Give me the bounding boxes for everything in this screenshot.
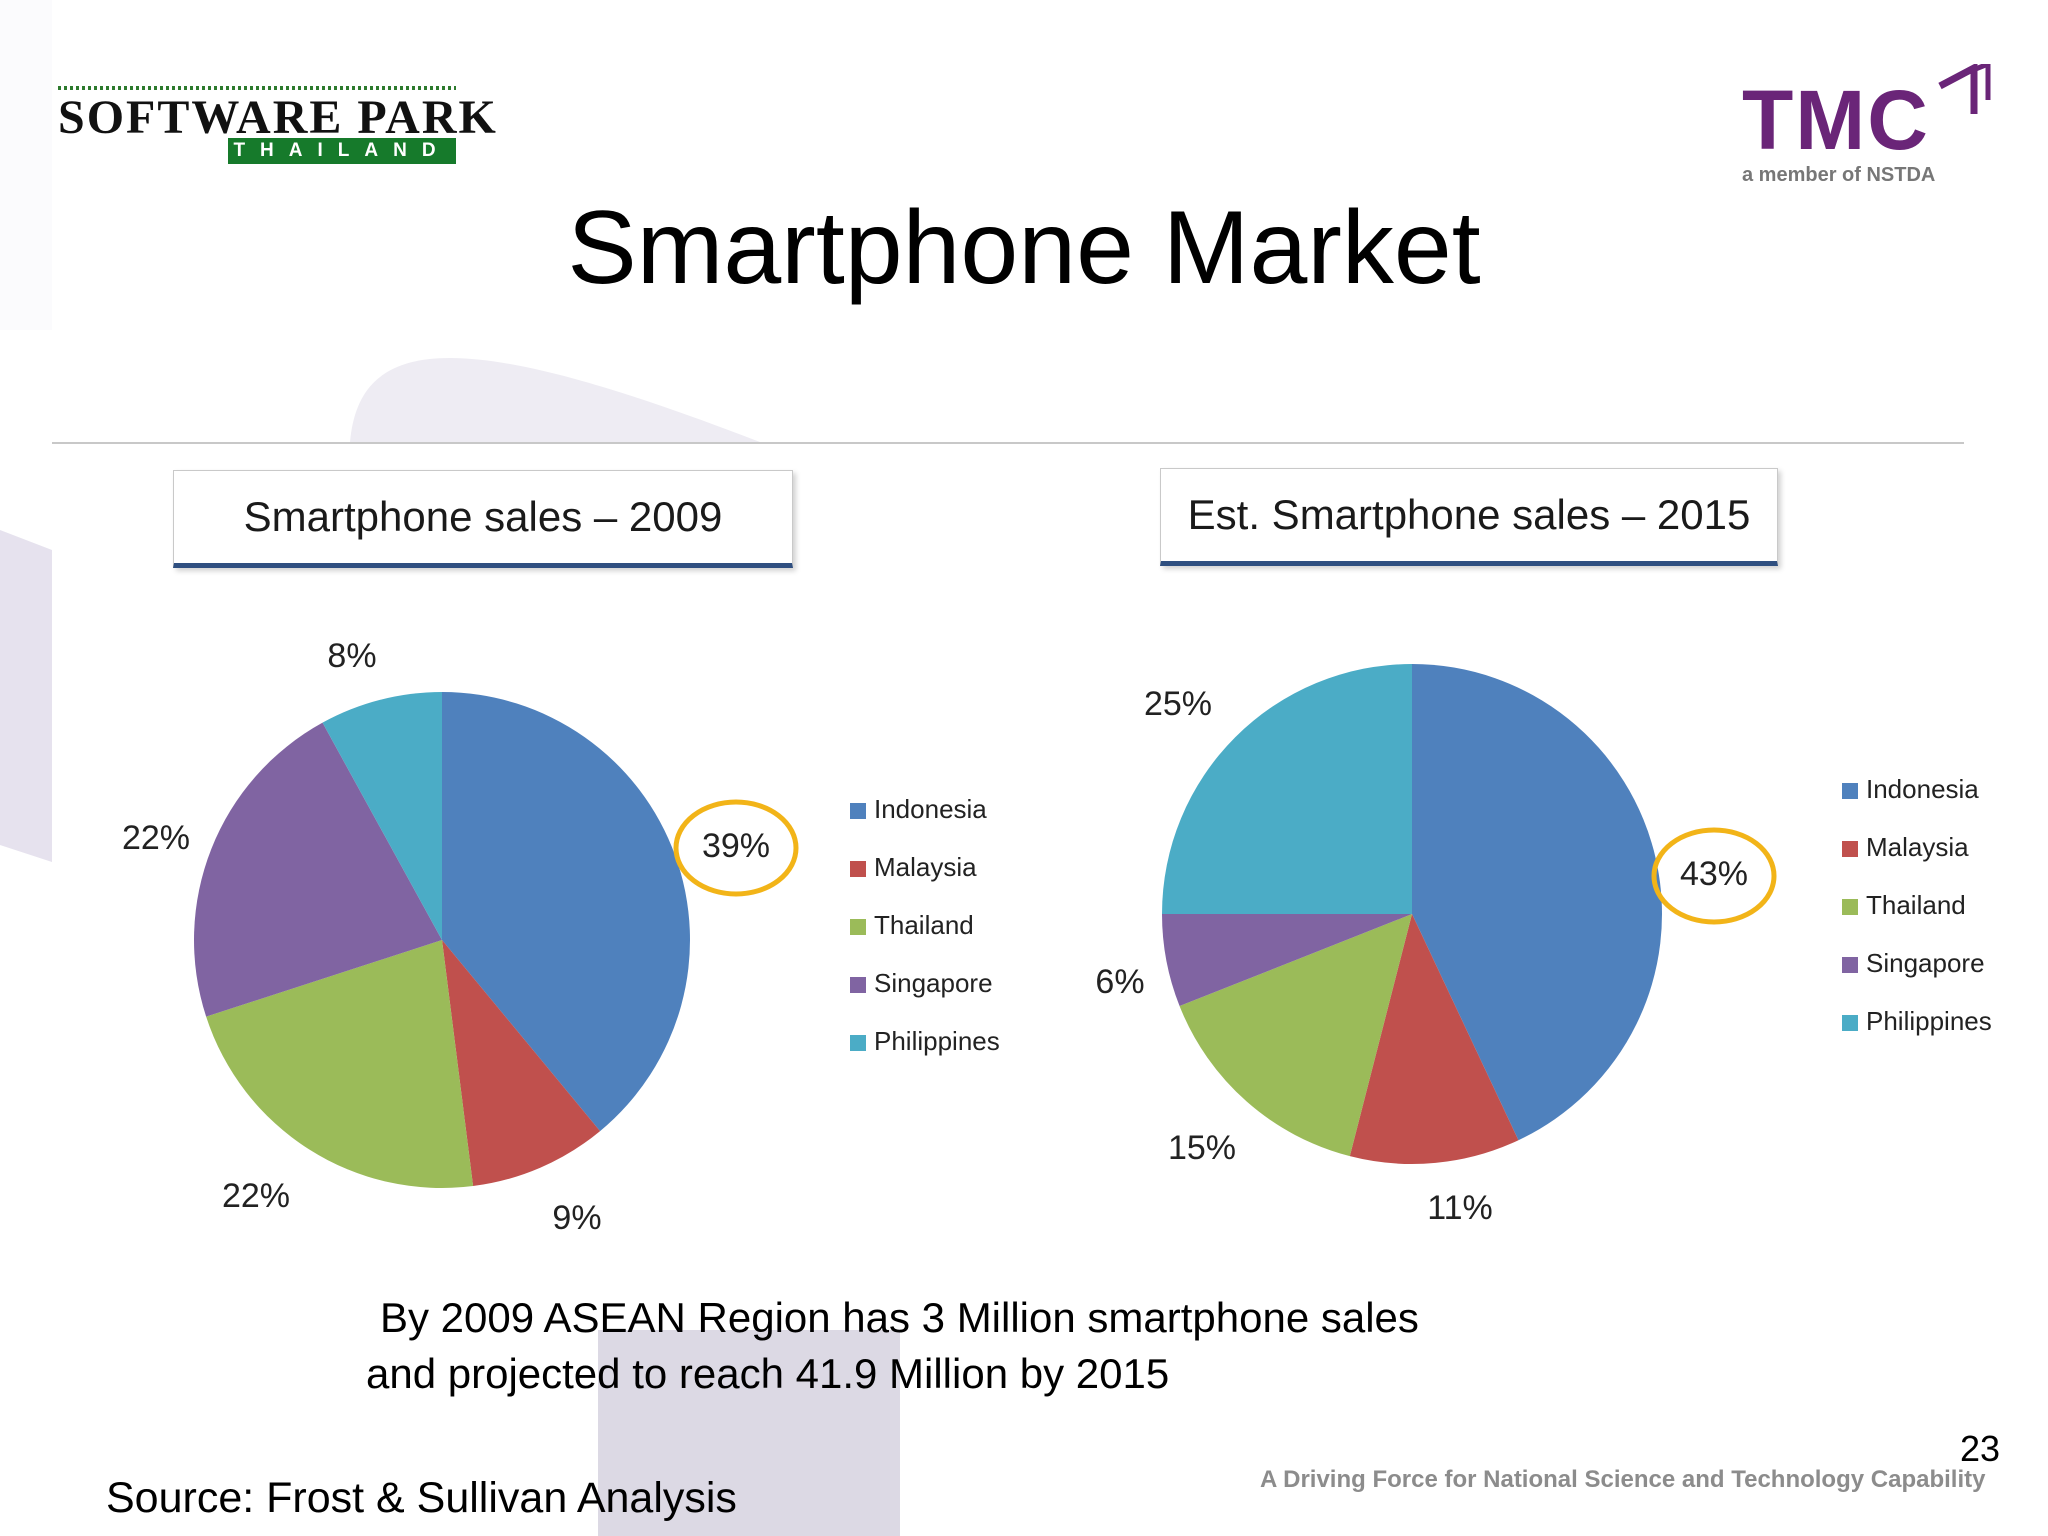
pie-slice-thailand-2009 xyxy=(206,940,474,1188)
legend-swatch-thailand xyxy=(850,919,866,935)
logo-left-subtext: THAILAND xyxy=(233,140,451,161)
pie-slice-philippines-2009 xyxy=(322,692,442,940)
data-label-indonesia-2009: 39% xyxy=(702,827,770,865)
legend-swatch-philippines xyxy=(850,1035,866,1051)
data-label-malaysia-2015: 11% xyxy=(1427,1189,1493,1227)
legend-swatch-singapore xyxy=(1842,957,1858,973)
pie-slice-malaysia-2009 xyxy=(442,940,601,1187)
legend-item-indonesia-2015: Indonesia xyxy=(1842,774,2048,832)
tmc-logo: TMC a member of NSTDA xyxy=(1738,58,1998,188)
legend-label-philippines: Philippines xyxy=(874,1026,1000,1056)
slide-title: Smartphone Market xyxy=(567,190,1481,306)
data-label-malaysia-2009: 9% xyxy=(552,1199,601,1237)
data-label-indonesia-2015: 43% xyxy=(1680,855,1748,893)
pie-chart-2015: 43% 11% 15% 6% 25% xyxy=(1095,664,1777,1227)
legend-swatch-philippines xyxy=(1842,1015,1858,1031)
legend-swatch-indonesia xyxy=(1842,783,1858,799)
legend-swatch-thailand xyxy=(1842,899,1858,915)
market-note-line2: and projected to reach 41.9 Million by 2… xyxy=(366,1350,1170,1397)
legend-item-malaysia-2015: Malaysia xyxy=(1842,832,2048,890)
page-number: 23 xyxy=(1960,1428,2001,1469)
data-label-singapore-2015: 6% xyxy=(1095,963,1144,1001)
highlight-ring-2009 xyxy=(673,799,799,897)
data-label-thailand-2015: 15% xyxy=(1168,1129,1236,1167)
pie-slice-malaysia-2015 xyxy=(1349,914,1519,1164)
legend-item-singapore-2015: Singapore xyxy=(1842,948,2048,1006)
tmc-mark-icon xyxy=(1938,64,1991,114)
data-label-thailand-2009: 22% xyxy=(222,1177,290,1215)
legend-item-malaysia-2009: Malaysia xyxy=(850,852,1100,910)
pie-slice-indonesia-2009 xyxy=(442,692,690,1132)
legend-item-thailand-2009: Thailand xyxy=(850,910,1100,968)
highlight-ring-2015 xyxy=(1651,827,1777,925)
legend-label-indonesia: Indonesia xyxy=(1866,774,1979,804)
data-label-philippines-2015: 25% xyxy=(1144,685,1212,723)
pie-slice-thailand-2015 xyxy=(1179,914,1412,1157)
data-label-singapore-2009: 22% xyxy=(122,819,190,857)
logo-right-wordmark: TMC xyxy=(1742,73,1930,167)
legend-swatch-malaysia xyxy=(1842,841,1858,857)
logo-right-tagline: a member of NSTDA xyxy=(1742,164,1936,186)
logo-stripe xyxy=(58,86,456,90)
data-label-philippines-2009: 8% xyxy=(327,637,376,675)
pie-slice-singapore-2015 xyxy=(1162,914,1412,1007)
footer-tagline: A Driving Force for National Science and… xyxy=(1260,1466,1986,1493)
legend-item-philippines-2009: Philippines xyxy=(850,1026,1100,1084)
pie-chart-2009: 39% 9% 22% 22% 8% xyxy=(122,637,799,1237)
pie-slice-singapore-2009 xyxy=(193,722,442,1017)
legend-label-malaysia: Malaysia xyxy=(874,852,977,882)
market-note: By 2009 ASEAN Region has 3 Million smart… xyxy=(366,1290,1419,1402)
legend-label-singapore: Singapore xyxy=(874,968,993,998)
legend-label-thailand: Thailand xyxy=(874,910,974,940)
legend-label-philippines: Philippines xyxy=(1866,1006,1992,1036)
legend-label-indonesia: Indonesia xyxy=(874,794,987,824)
legend-label-thailand: Thailand xyxy=(1866,890,1966,920)
logo-left-sub-bar xyxy=(228,138,456,164)
chart-2009-title: Smartphone sales – 2009 xyxy=(173,470,793,568)
legend-item-singapore-2009: Singapore xyxy=(850,968,1100,1026)
legend-swatch-indonesia xyxy=(850,803,866,819)
legend-swatch-malaysia xyxy=(850,861,866,877)
software-park-logo: SOFTWARE PARK THAILAND xyxy=(58,86,498,166)
logo-left-wordmark: SOFTWARE PARK xyxy=(58,91,498,144)
legend-label-malaysia: Malaysia xyxy=(1866,832,1969,862)
legend-item-philippines-2015: Philippines xyxy=(1842,1006,2048,1064)
legend-label-singapore: Singapore xyxy=(1866,948,1985,978)
pie-slice-indonesia-2015 xyxy=(1412,664,1662,1141)
market-note-line1: By 2009 ASEAN Region has 3 Million smart… xyxy=(380,1294,1419,1341)
legend-2009: Indonesia Malaysia Thailand Singapore Philip… xyxy=(850,794,1100,1084)
legend-item-thailand-2015: Thailand xyxy=(1842,890,2048,948)
legend-swatch-singapore xyxy=(850,977,866,993)
pie-slice-philippines-2015 xyxy=(1162,664,1412,914)
chart-2015-title: Est. Smartphone sales – 2015 xyxy=(1160,468,1778,566)
legend-2015: Indonesia Malaysia Thailand Singapore Philip… xyxy=(1842,774,2048,1064)
legend-item-indonesia-2009: Indonesia xyxy=(850,794,1100,852)
source-citation: Source: Frost & Sullivan Analysis xyxy=(106,1474,737,1522)
title-divider xyxy=(52,442,1964,444)
